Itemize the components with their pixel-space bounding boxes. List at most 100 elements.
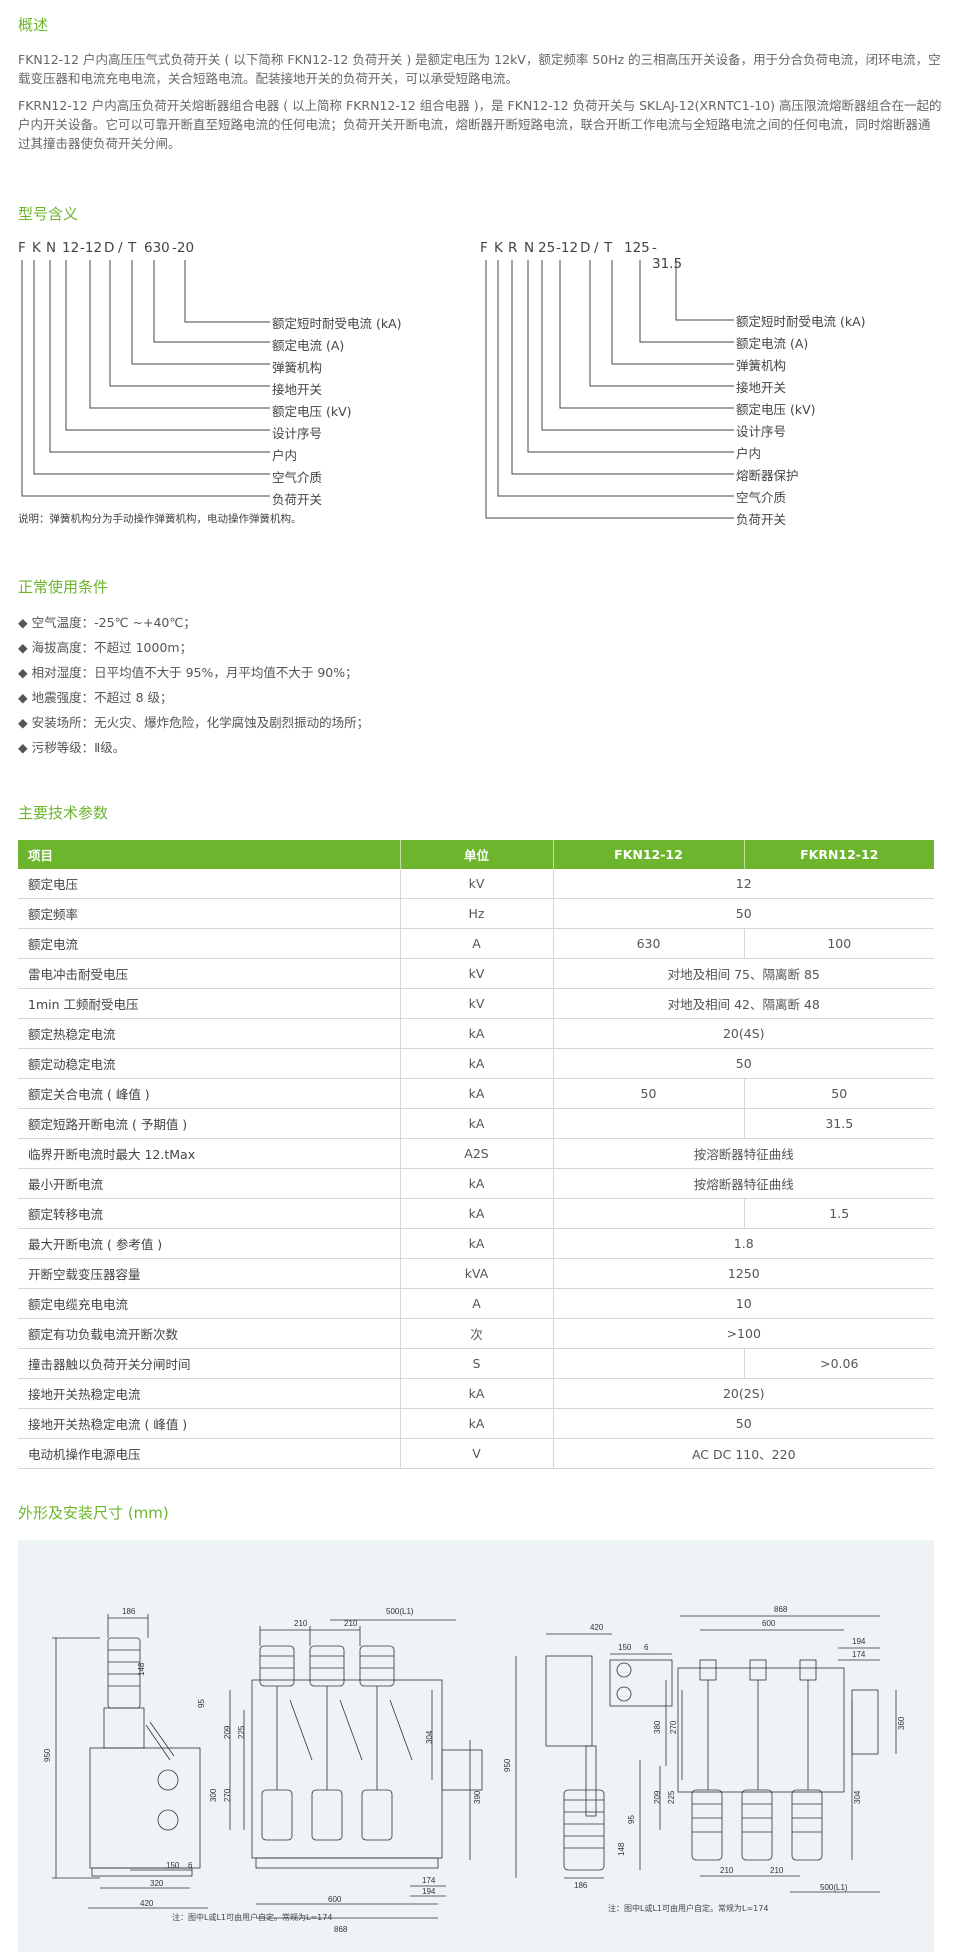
table-row: 额定短路开断电流 ( 予期值 ) kA 31.5: [18, 1108, 934, 1139]
drawings-title: 外形及安装尺寸 (mm): [18, 1504, 169, 1522]
table-row: 电动机操作电源电压 V AC DC 110、220: [18, 1438, 934, 1469]
table-header-row: 项目 单位 FKN12-12 FKRN12-12: [18, 840, 934, 869]
param-value-cell: 20(2S): [553, 1378, 934, 1409]
param-name-cell: 电动机操作电源电压: [18, 1438, 401, 1469]
bullet-icon: ◆: [18, 615, 28, 630]
model-right-label: 熔断器保护: [736, 468, 799, 483]
param-unit-cell: kA: [400, 1078, 554, 1109]
param-name-cell: 额定电流: [18, 928, 401, 959]
model-left-label: 户内: [272, 448, 298, 463]
code-part: N: [524, 240, 535, 256]
params-table: 项目 单位 FKN12-12 FKRN12-12 额定电压 kV 12 额定频率 Hz 5…: [18, 840, 934, 1469]
param-unit-cell: kV: [400, 958, 554, 989]
table-row: 最大开断电流 ( 参考值 ) kA 1.8: [18, 1228, 934, 1259]
param-value-cell: 20(4S): [553, 1018, 934, 1049]
param-name-cell: 最大开断电流 ( 参考值 ): [18, 1228, 401, 1259]
param-unit-cell: V: [400, 1438, 554, 1469]
condition-item: ◆ 空气温度：-25℃ ~+40℃；: [18, 615, 196, 630]
overview-title: 概述: [18, 16, 49, 34]
model-left-label: 接地开关: [272, 382, 323, 397]
param-value-fkrn: 31.5: [744, 1108, 934, 1139]
param-value-fkn: [553, 1348, 745, 1379]
condition-item: ◆ 相对湿度：日平均值不大于 95%，月平均值不大于 90%；: [18, 665, 358, 680]
table-row: 额定热稳定电流 kA 20(4S): [18, 1018, 934, 1049]
param-name-cell: 接地开关热稳定电流: [18, 1378, 401, 1409]
param-name-cell: 额定电压: [18, 869, 401, 899]
condition-item: ◆ 安装场所：无火灾、爆炸危险，化学腐蚀及剧烈振动的场所；: [18, 715, 370, 730]
param-name-cell: 额定电缆充电电流: [18, 1288, 401, 1319]
model-right-label: 负荷开关: [736, 512, 787, 527]
right-drawing-note: 注：图中L或L1可由用户自定。常规为L=174: [608, 1904, 769, 1913]
param-name-cell: 最小开断电流: [18, 1168, 401, 1199]
param-unit-cell: kA: [400, 1168, 554, 1199]
param-value-cell: 按溶断器特征曲线: [553, 1138, 934, 1169]
param-unit-cell: Hz: [400, 898, 554, 929]
col-header-fkn: FKN12-12: [553, 840, 745, 869]
bullet-icon: ◆: [18, 690, 28, 705]
param-value-fkrn: 50: [744, 1078, 934, 1109]
code-part: K: [494, 240, 503, 256]
model-right-label: 额定电压 (kV): [736, 402, 816, 417]
code-part: K: [32, 240, 41, 256]
param-unit-cell: kV: [400, 988, 554, 1019]
param-name-cell: 额定有功负载电流开断次数: [18, 1318, 401, 1349]
table-row: 1min 工频耐受电压 kV 对地及相间 42、隔离断 48: [18, 988, 934, 1019]
table-row: 撞击器触以负荷开关分闸时间 S >0.06: [18, 1348, 934, 1379]
param-value-fkn: 50: [553, 1078, 745, 1109]
table-row: 额定频率 Hz 50: [18, 898, 934, 929]
model-right-label: 空气介质: [736, 490, 787, 505]
code-part: T: [604, 240, 613, 256]
table-row: 额定关合电流 ( 峰值 ) kA 50 50: [18, 1078, 934, 1109]
code-part: F: [18, 240, 26, 256]
table-row: 额定电缆充电电流 A 10: [18, 1288, 934, 1319]
code-part: -20: [172, 240, 195, 256]
code-part: 12: [62, 240, 80, 256]
left-drawing-note: 注：图中L或L1可由用户自定。常规为L=174: [172, 1913, 333, 1922]
model-right-label: 弹簧机构: [736, 358, 787, 373]
param-unit-cell: kA: [400, 1018, 554, 1049]
param-unit-cell: A2S: [400, 1138, 554, 1169]
table-row: 额定动稳定电流 kA 50: [18, 1048, 934, 1079]
param-name-cell: 额定动稳定电流: [18, 1048, 401, 1079]
condition-item: ◆ 地震强度：不超过 8 级；: [18, 690, 173, 705]
param-value-fkrn: 1.5: [744, 1198, 934, 1229]
code-part: -12: [556, 240, 579, 256]
code-part: 25: [538, 240, 556, 256]
param-name-cell: 额定热稳定电流: [18, 1018, 401, 1049]
param-unit-cell: kA: [400, 1048, 554, 1079]
model-left-label: 额定短时耐受电流 (kA): [272, 316, 402, 331]
col-header-fkrn: FKRN12-12: [744, 840, 934, 869]
param-value-cell: 50: [553, 898, 934, 929]
param-value-cell: 50: [553, 1048, 934, 1079]
col-header-item: 项目: [18, 840, 401, 869]
table-row: 接地开关热稳定电流 kA 20(2S): [18, 1378, 934, 1409]
model-left-label: 负荷开关: [272, 492, 323, 507]
param-unit-cell: kVA: [400, 1258, 554, 1289]
param-name-cell: 撞击器触以负荷开关分闸时间: [18, 1348, 401, 1379]
param-value-fkrn: >0.06: [744, 1348, 934, 1379]
table-row: 额定转移电流 kA 1.5: [18, 1198, 934, 1229]
param-value-fkrn: 100: [744, 928, 934, 959]
overview-paragraph-2: FKRN12-12 户内高压负荷开关熔断器组合电器 ( 以上简称 FKRN12-…: [18, 98, 942, 151]
table-row: 额定有功负载电流开断次数次 >100: [18, 1318, 934, 1349]
table-row: 临界开断电流时最大 12.tMax A2S 按溶断器特征曲线: [18, 1138, 934, 1169]
param-value-fkn: [553, 1108, 745, 1139]
bullet-icon: ◆: [18, 740, 28, 755]
overview-paragraph-1: FKN12-12 户内高压压气式负荷开关 ( 以下简称 FKN12-12 负荷开…: [18, 52, 941, 86]
table-row: 最小开断电流 kA 按熔断器特征曲线: [18, 1168, 934, 1199]
param-unit-cell: A: [400, 1288, 554, 1319]
params-body: 额定电压 kV 12 额定频率 Hz 50 额定电流 A 630 100 雷电冲击耐受电压 kV 对地及…: [18, 869, 934, 1469]
drawings-panel: [18, 1540, 934, 1952]
param-value-cell: >100: [553, 1318, 934, 1349]
param-value-cell: 按熔断器特征曲线: [553, 1168, 934, 1199]
param-name-cell: 雷电冲击耐受电压: [18, 958, 401, 989]
code-part: /: [594, 240, 599, 256]
param-name-cell: 额定关合电流 ( 峰值 ): [18, 1078, 401, 1109]
param-name-cell: 额定转移电流: [18, 1198, 401, 1229]
model-right-label: 额定短时耐受电流 (kA): [736, 314, 866, 329]
param-unit-cell: 次: [400, 1318, 554, 1349]
bullet-icon: ◆: [18, 715, 28, 730]
param-name-cell: 额定短路开断电流 ( 予期值 ): [18, 1108, 401, 1139]
param-unit-cell: A: [400, 928, 554, 959]
code-part: D: [104, 240, 115, 256]
